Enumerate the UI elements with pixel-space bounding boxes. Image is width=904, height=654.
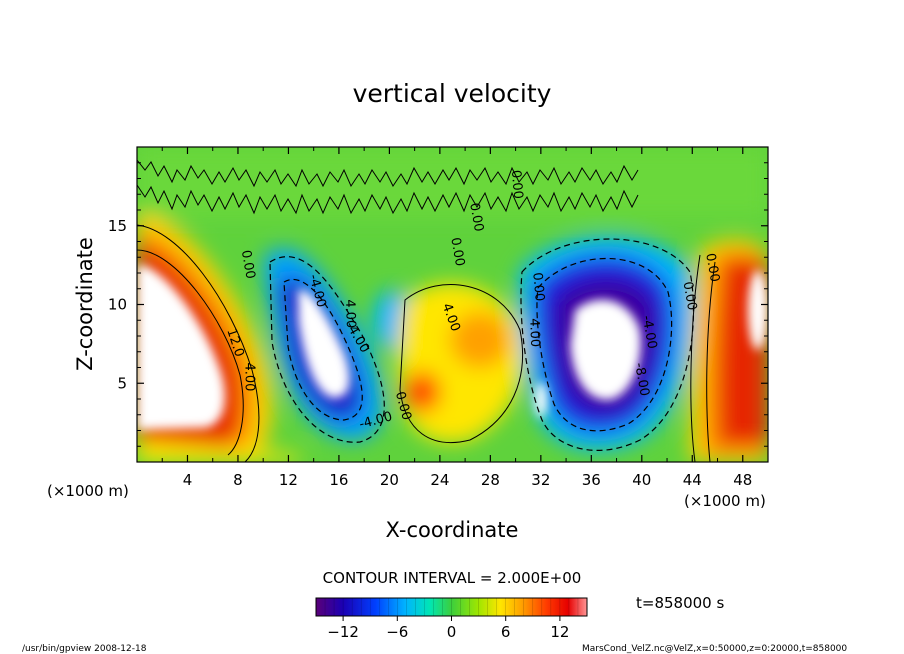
x-unit-right: (×1000 m)	[684, 492, 766, 510]
contour-interval: CONTOUR INTERVAL = 2.000E+00	[323, 569, 582, 587]
footer-right: MarsCond_VelZ.nc@VelZ,x=0:50000,z=0:2000…	[582, 644, 847, 654]
y-axis-ticks: 5 10 15	[108, 162, 768, 447]
x-tick-label: 36	[582, 471, 601, 489]
contour-label: 4.00	[342, 299, 358, 328]
contour-label: 0.00	[702, 252, 722, 283]
x-tick-label: 20	[380, 471, 399, 489]
colorbar-tick-label: 0	[447, 623, 457, 641]
contour-label: -8.00	[631, 362, 652, 398]
colorbar-tick-label: 6	[501, 623, 511, 641]
x-unit-left: (×1000 m)	[47, 482, 129, 500]
contour-label: 0.00	[466, 202, 486, 233]
colorbar-tick-label: 12	[550, 623, 569, 641]
x-axis-label: X-coordinate	[386, 518, 519, 542]
contour-lines	[137, 159, 716, 462]
x-tick-label: 16	[329, 471, 348, 489]
x-axis-ticks: 4 8 12 16 20 24 28 32 36 40 44 48	[161, 147, 752, 489]
x-tick-label: 4	[183, 471, 193, 489]
contour-label: 0.00	[392, 390, 414, 422]
x-tick-label: 8	[233, 471, 243, 489]
contour-label: 0.00	[508, 169, 525, 199]
y-tick-label: 5	[117, 374, 127, 392]
y-tick-label: 15	[108, 217, 127, 235]
heatmap-field	[137, 147, 768, 462]
x-tick-label: 40	[632, 471, 651, 489]
contour-label: 4.00	[526, 318, 542, 347]
chart-title: vertical velocity	[353, 79, 552, 108]
x-tick-label: 48	[733, 471, 752, 489]
contour-label: 0.00	[447, 236, 467, 267]
contour-label: 0.00	[680, 280, 700, 311]
y-tick-label: 10	[108, 296, 127, 314]
colorbar-tick-label: −6	[386, 623, 408, 641]
colorbar-tick-label: −12	[327, 623, 359, 641]
colorbar-ticks: −12 −6 0 6 12	[324, 598, 579, 641]
x-tick-label: 24	[430, 471, 449, 489]
footer-left: /usr/bin/gpview 2008-12-18	[22, 644, 147, 654]
y-axis-label: Z-coordinate	[73, 237, 97, 371]
contour-label: 0.00	[238, 249, 258, 280]
x-tick-label: 32	[531, 471, 550, 489]
contour-label: -4.00	[639, 314, 660, 350]
x-tick-label: 44	[683, 471, 702, 489]
contour-label: 0.00	[529, 272, 546, 302]
x-tick-label: 12	[279, 471, 298, 489]
contour-label: 4.00	[242, 362, 257, 391]
time-stamp: t=858000 s	[636, 594, 724, 612]
x-tick-label: 28	[481, 471, 500, 489]
